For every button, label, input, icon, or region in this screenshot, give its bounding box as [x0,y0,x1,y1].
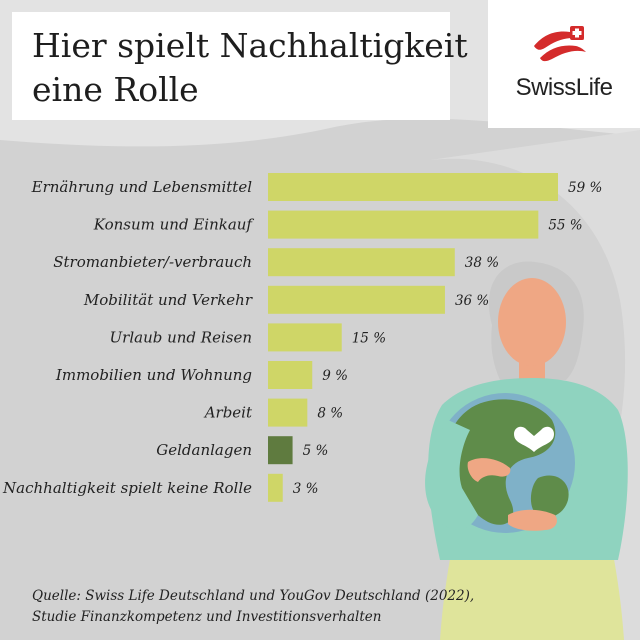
category-label: Konsum und Einkauf [93,216,255,234]
left-hand [467,458,511,482]
category-label: Arbeit [203,404,253,422]
globe-land [447,399,556,525]
logo-text: SwissLife [515,74,613,101]
category-label: Nachhaltigkeit spielt keine Rolle [2,479,252,497]
value-label: 59 % [568,180,602,196]
left-arm [425,420,478,530]
source-line-2: Studie Finanzkompetenz und Investitionsv… [32,609,382,625]
category-label: Stromanbieter/-verbrauch [53,253,252,271]
bar [268,285,445,314]
woman-illustration [425,261,628,640]
source-note: Quelle: Swiss Life Deutschland und YouGo… [32,586,632,628]
logo-box: SwissLife [488,0,640,128]
globe-land-2 [530,475,569,518]
category-label: Geldanlagen [156,441,252,459]
value-label: 38 % [465,255,499,271]
bar [268,323,342,352]
right-arm [555,420,622,543]
bar [268,473,283,502]
swisslife-flag-icon [534,26,586,62]
value-label: 9 % [322,368,348,384]
value-label: 5 % [303,443,329,459]
bar [268,248,455,277]
title-box: Hier spielt Nachhaltigkeit eine Rolle [12,12,468,120]
value-label: 36 % [455,293,489,309]
background-blob-right [430,130,640,640]
title-line-2: eine Rolle [32,70,199,109]
title-line-1: Hier spielt Nachhaltigkeit [32,26,468,65]
category-label: Immobilien und Wohnung [55,366,252,384]
source-line-1: Quelle: Swiss Life Deutschland und YouGo… [32,588,475,604]
bar [268,173,558,201]
bar [268,210,539,239]
skirt [440,548,624,640]
heart-icon [514,426,554,452]
category-label: Ernährung und Lebensmittel [31,178,253,196]
value-label: 3 % [293,481,319,497]
face [498,278,566,366]
bar [268,361,313,389]
right-hand [508,509,557,531]
category-label: Urlaub und Reisen [110,328,252,346]
bar [268,398,308,427]
value-label: 55 % [548,218,582,234]
value-label: 8 % [317,406,343,422]
category-label: Mobilität und Verkehr [83,291,253,309]
value-label: 15 % [352,330,386,346]
bar [268,436,293,465]
